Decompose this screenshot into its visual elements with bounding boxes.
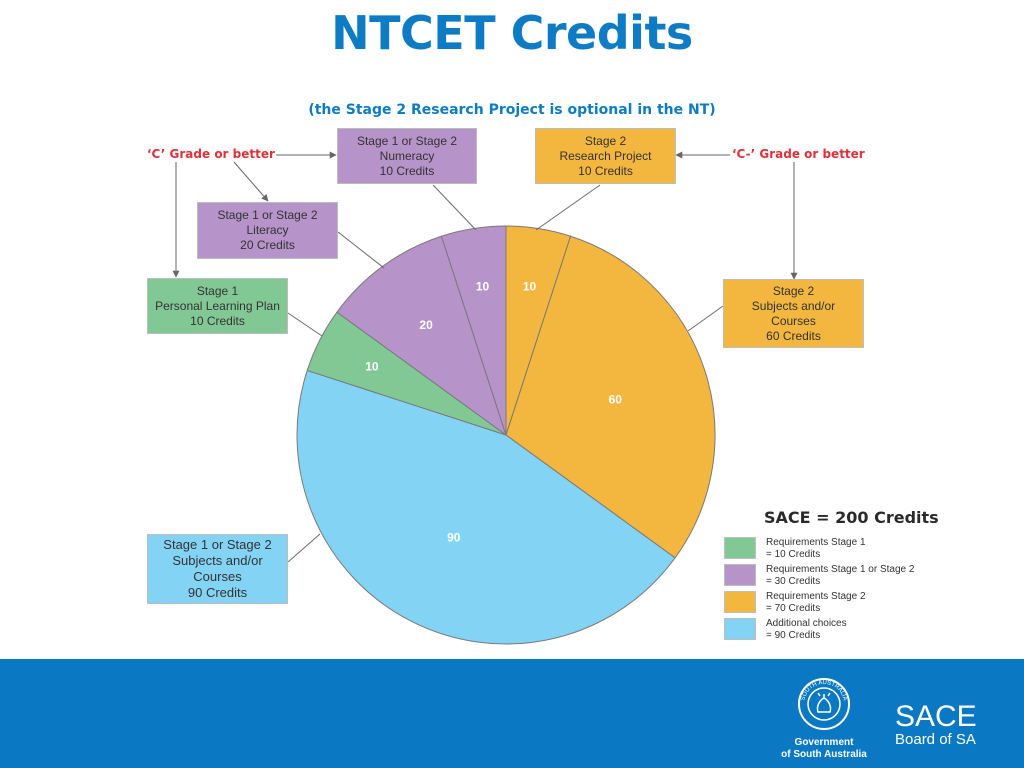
legend-item-label: Requirements Stage 1 or Stage 2 xyxy=(766,564,915,575)
callout-numeracy: Stage 1 or Stage 2 Numeracy 10 Credits xyxy=(337,128,477,184)
legend-item-value: = 70 Credits xyxy=(766,603,821,614)
pie-value-label-0: 10 xyxy=(523,279,537,293)
page-subtitle: (the Stage 2 Research Project is optiona… xyxy=(308,102,716,118)
callout-additional-subjects: Stage 1 or Stage 2 Subjects and/or Cours… xyxy=(147,534,288,604)
legend-item-text: Requirements Stage 1 = 10 Credits xyxy=(766,537,866,561)
callout-plp-line2: Personal Learning Plan xyxy=(155,298,280,313)
callout-numeracy-line2: Numeracy xyxy=(379,148,435,163)
pie-slice-5 xyxy=(440,225,507,436)
footer-bar xyxy=(0,659,1024,768)
callout-additional-line1: Stage 1 or Stage 2 xyxy=(163,537,272,552)
legend-item: Additional choices = 90 Credits xyxy=(724,618,964,645)
sace-logo: SACE Board of SA xyxy=(895,702,977,748)
callout-stage2-line3: Courses xyxy=(771,313,816,328)
legend-title: SACE = 200 Credits xyxy=(764,508,939,527)
leader-line-research xyxy=(535,184,601,231)
legend-item: Requirements Stage 2 = 70 Credits xyxy=(724,591,964,618)
legend-item-value: = 30 Credits xyxy=(766,576,821,587)
legend-item: Requirements Stage 1 = 10 Credits xyxy=(724,537,964,564)
south-australia-emblem-icon: SOUTH AUSTRALIA xyxy=(798,678,850,730)
leader-line-numeracy xyxy=(432,184,477,231)
callout-plp-line3: 10 Credits xyxy=(190,313,245,328)
leader-line-additional xyxy=(287,533,321,563)
legend-item-value: = 10 Credits xyxy=(766,549,821,560)
legend-item: Requirements Stage 1 or Stage 2 = 30 Cre… xyxy=(724,564,964,591)
government-text: Government of South Australia xyxy=(770,737,878,761)
callout-literacy-line3: 20 Credits xyxy=(240,238,295,252)
legend-item-text: Additional choices = 90 Credits xyxy=(766,618,847,642)
pie-value-label-2: 90 xyxy=(447,530,461,544)
legend-item-label: Requirements Stage 1 xyxy=(766,537,866,548)
pie-slice-1 xyxy=(505,235,716,559)
legend-item-value: = 90 Credits xyxy=(766,630,821,641)
callout-additional-line3: Courses xyxy=(193,569,242,584)
callout-numeracy-line1: Stage 1 or Stage 2 xyxy=(356,133,458,148)
leader-line-literacy xyxy=(337,231,385,269)
legend-item-text: Requirements Stage 2 = 70 Credits xyxy=(766,591,866,615)
c-minus-grade-label: ‘C-’ Grade or better xyxy=(732,147,865,161)
pie-slice-2 xyxy=(296,369,676,645)
callout-numeracy-line3: 10 Credits xyxy=(379,163,435,178)
government-line1: Government xyxy=(794,737,854,748)
sace-board-text: Board of SA xyxy=(895,731,976,748)
government-line2: of South Australia xyxy=(781,749,867,760)
callout-research-line2: Research Project xyxy=(559,148,652,163)
callout-literacy: Stage 1 or Stage 2 Literacy 20 Credits xyxy=(197,202,338,259)
callout-stage2-subjects: Stage 2 Subjects and/or Courses 60 Credi… xyxy=(723,279,864,348)
arrow-to-literacy xyxy=(233,161,269,202)
callout-personal-learning-plan: Stage 1 Personal Learning Plan 10 Credit… xyxy=(147,278,288,334)
pie-slices xyxy=(296,225,716,645)
leader-line-stage2 xyxy=(687,305,724,332)
pie-slice-4 xyxy=(336,235,507,437)
legend-swatch-orange xyxy=(724,591,756,613)
callout-additional-line2: Subjects and/or xyxy=(172,553,263,568)
legend-swatch-purple xyxy=(724,564,756,586)
pie-value-label-3: 10 xyxy=(365,360,379,374)
sace-logo-text: SACE xyxy=(895,700,977,733)
legend-swatch-blue xyxy=(724,618,756,640)
callout-research-line3: 10 Credits xyxy=(578,163,633,178)
callout-stage2-line1: Stage 2 xyxy=(772,283,815,298)
c-grade-label: ‘C’ Grade or better xyxy=(147,147,275,161)
legend-item-text: Requirements Stage 1 or Stage 2 = 30 Cre… xyxy=(766,564,914,588)
legend-item-label: Additional choices xyxy=(766,618,847,629)
callout-stage2-line2: Subjects and/or xyxy=(751,298,836,313)
chart-legend: SACE = 200 Credits Requirements Stage 1 … xyxy=(724,508,964,645)
legend-item-label: Requirements Stage 2 xyxy=(766,591,866,602)
callout-plp-line1: Stage 1 xyxy=(196,283,239,298)
pie-value-labels: 10 60 90 10 20 10 xyxy=(365,279,622,544)
callout-literacy-line2: Literacy xyxy=(246,223,289,237)
leader-lines xyxy=(287,184,724,563)
pie-value-label-5: 10 xyxy=(476,279,490,293)
pie-value-label-4: 20 xyxy=(419,318,433,332)
callout-additional-line4: 90 Credits xyxy=(187,585,248,600)
callout-stage2-line4: 60 Credits xyxy=(766,328,821,343)
callout-research-line1: Stage 2 xyxy=(584,133,627,148)
grade-arrows xyxy=(172,151,798,280)
government-logo: SOUTH AUSTRALIA Government of South Aust… xyxy=(770,676,878,761)
callout-research-project: Stage 2 Research Project 10 Credits xyxy=(535,128,676,184)
callout-literacy-line1: Stage 1 or Stage 2 xyxy=(217,208,318,222)
leader-line-plp xyxy=(287,312,323,337)
legend-swatch-green xyxy=(724,537,756,559)
page-title: NTCET Credits xyxy=(331,6,693,60)
pie-value-label-1: 60 xyxy=(609,393,623,407)
